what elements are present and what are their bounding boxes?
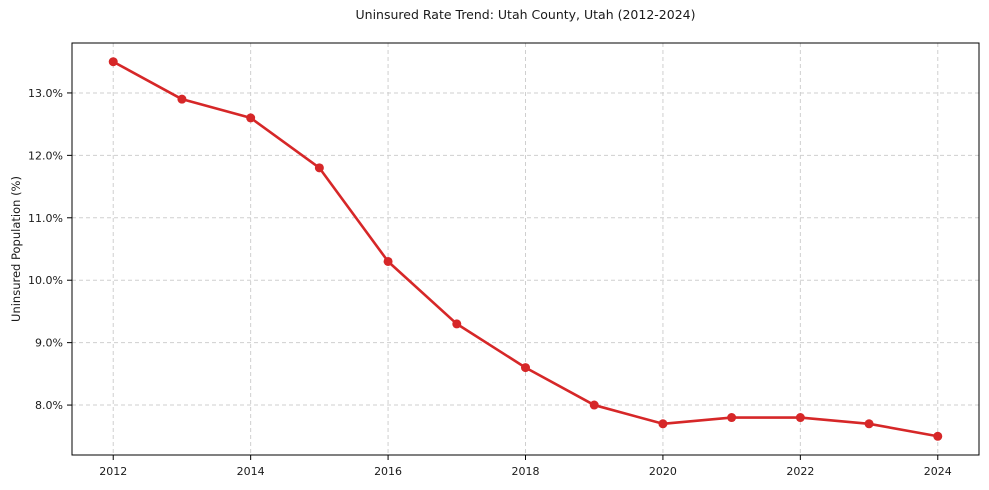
data-point	[177, 94, 187, 104]
data-point	[246, 113, 256, 123]
plot-frame	[71, 42, 980, 456]
y-tick-label: 12.0%	[28, 149, 63, 162]
data-point	[727, 413, 737, 423]
data-point	[383, 256, 393, 266]
data-point	[452, 319, 462, 329]
x-tick-label: 2022	[786, 465, 814, 478]
data-point	[108, 57, 118, 67]
y-tick-label: 13.0%	[28, 87, 63, 100]
x-tick-label: 2016	[374, 465, 402, 478]
x-tick-label: 2018	[512, 465, 540, 478]
x-tick-label: 2014	[237, 465, 265, 478]
x-tick-label: 2020	[649, 465, 677, 478]
x-tick-label: 2012	[99, 465, 127, 478]
y-tick-label: 11.0%	[28, 212, 63, 225]
x-tick-label: 2024	[924, 465, 952, 478]
y-tick-label: 10.0%	[28, 274, 63, 287]
y-tick-label: 9.0%	[35, 337, 63, 350]
data-point	[314, 163, 324, 173]
chart-title: Uninsured Rate Trend: Utah County, Utah …	[355, 7, 696, 22]
data-point	[864, 419, 874, 429]
data-point	[933, 431, 943, 441]
data-point	[795, 413, 805, 423]
data-point	[589, 400, 599, 410]
data-point	[658, 419, 668, 429]
y-tick-label: 8.0%	[35, 399, 63, 412]
data-point	[521, 363, 530, 373]
